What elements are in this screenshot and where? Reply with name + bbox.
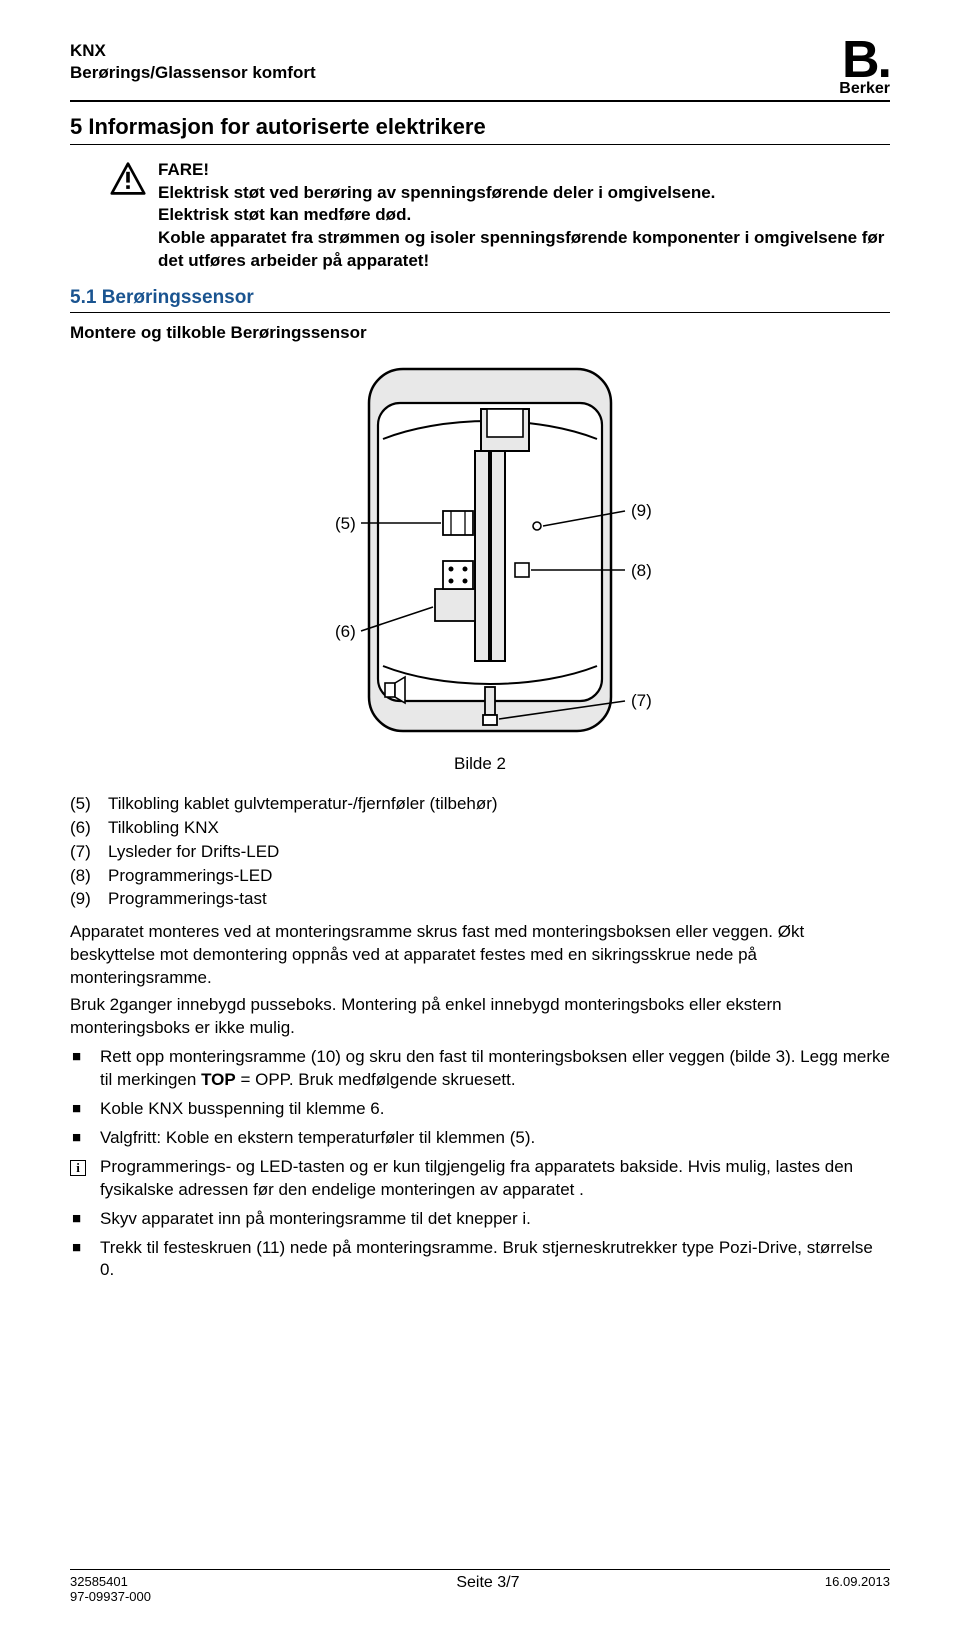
top-word: TOP [201, 1070, 236, 1089]
warning-icon [110, 161, 146, 197]
footer-page: Seite 3/7 [456, 1574, 519, 1605]
figure-caption: Bilde 2 [70, 754, 890, 774]
legend-num: (7) [70, 840, 108, 864]
header-line2: Berørings/Glassensor komfort [70, 62, 316, 84]
list-item: i Programmerings- og LED-tasten og er ku… [70, 1156, 890, 1202]
label-5: (5) [335, 514, 356, 533]
warning-box: FARE! Elektrisk støt ved berøring av spe… [110, 159, 890, 274]
paragraph: Bruk 2ganger innebygd pusseboks. Monteri… [70, 994, 890, 1040]
list-text: Rett opp monteringsramme (10) og skru de… [100, 1046, 890, 1092]
label-8: (8) [631, 561, 652, 580]
square-bullet-icon: ■ [70, 1237, 100, 1258]
list-item: ■ Rett opp monteringsramme (10) og skru … [70, 1046, 890, 1092]
list-text: Valgfritt: Koble en ekstern temperaturfø… [100, 1127, 535, 1150]
section-title: 5 Informasjon for autoriserte elektriker… [70, 114, 890, 145]
list-text: Skyv apparatet inn på monteringsramme ti… [100, 1208, 531, 1231]
warning-line1: Elektrisk støt ved berøring av spennings… [158, 182, 890, 205]
legend-item: (6) Tilkobling KNX [70, 816, 890, 840]
square-bullet-icon: ■ [70, 1046, 100, 1067]
legend-text: Tilkobling kablet gulvtemperatur-/fjernf… [108, 792, 498, 816]
footer-code1: 32585401 [70, 1574, 151, 1590]
page-header: KNX Berørings/Glassensor komfort B. Berk… [70, 40, 890, 102]
device-diagram: (5) (6) (9) (8) (7) [265, 361, 695, 741]
figure: (5) (6) (9) (8) (7) Bilde 2 [70, 361, 890, 774]
label-7: (7) [631, 691, 652, 710]
warning-line3: Koble apparatet fra strømmen og isoler s… [158, 227, 890, 273]
info-icon: i [70, 1156, 100, 1179]
footer-code2: 97-09937-000 [70, 1589, 151, 1605]
header-left: KNX Berørings/Glassensor komfort [70, 40, 316, 84]
footer-left: 32585401 97-09937-000 [70, 1574, 151, 1605]
list-text: Programmerings- og LED-tasten og er kun … [100, 1156, 890, 1202]
legend-item: (7) Lysleder for Drifts-LED [70, 840, 890, 864]
list-item: ■ Valgfritt: Koble en ekstern temperatur… [70, 1127, 890, 1150]
brand-logo: B. Berker [839, 40, 890, 98]
sub-sub-heading: Montere og tilkoble Berøringssensor [70, 323, 890, 343]
warning-line2: Elektrisk støt kan medføre død. [158, 204, 890, 227]
footer-date: 16.09.2013 [825, 1574, 890, 1605]
legend-text: Lysleder for Drifts-LED [108, 840, 279, 864]
legend-item: (5) Tilkobling kablet gulvtemperatur-/fj… [70, 792, 890, 816]
paragraph: Apparatet monteres ved at monteringsramm… [70, 921, 890, 990]
legend-num: (5) [70, 792, 108, 816]
list-text: Koble KNX busspenning til klemme 6. [100, 1098, 384, 1121]
legend-item: (9) Programmerings-tast [70, 887, 890, 911]
legend-text: Programmerings-tast [108, 887, 267, 911]
legend-list: (5) Tilkobling kablet gulvtemperatur-/fj… [70, 792, 890, 911]
list-item: ■ Trekk til festeskruen (11) nede på mon… [70, 1237, 890, 1283]
sub-heading: 5.1 Berøringssensor [70, 287, 890, 313]
warning-title: FARE! [158, 159, 890, 182]
square-bullet-icon: ■ [70, 1098, 100, 1119]
legend-num: (9) [70, 887, 108, 911]
square-bullet-icon: ■ [70, 1127, 100, 1148]
square-bullet-icon: ■ [70, 1208, 100, 1229]
page-footer: 32585401 97-09937-000 Seite 3/7 16.09.20… [70, 1569, 890, 1605]
legend-num: (6) [70, 816, 108, 840]
legend-num: (8) [70, 864, 108, 888]
bullet-list: ■ Rett opp monteringsramme (10) og skru … [70, 1046, 890, 1282]
legend-text: Programmerings-LED [108, 864, 272, 888]
label-9: (9) [631, 501, 652, 520]
logo-brand: Berker [839, 80, 890, 98]
logo-letter: B. [839, 40, 890, 82]
header-line1: KNX [70, 40, 316, 62]
list-item: ■ Skyv apparatet inn på monteringsramme … [70, 1208, 890, 1231]
legend-item: (8) Programmerings-LED [70, 864, 890, 888]
warning-text: FARE! Elektrisk støt ved berøring av spe… [158, 159, 890, 274]
list-text: Trekk til festeskruen (11) nede på monte… [100, 1237, 890, 1283]
list-item: ■ Koble KNX busspenning til klemme 6. [70, 1098, 890, 1121]
label-6: (6) [335, 622, 356, 641]
legend-text: Tilkobling KNX [108, 816, 219, 840]
